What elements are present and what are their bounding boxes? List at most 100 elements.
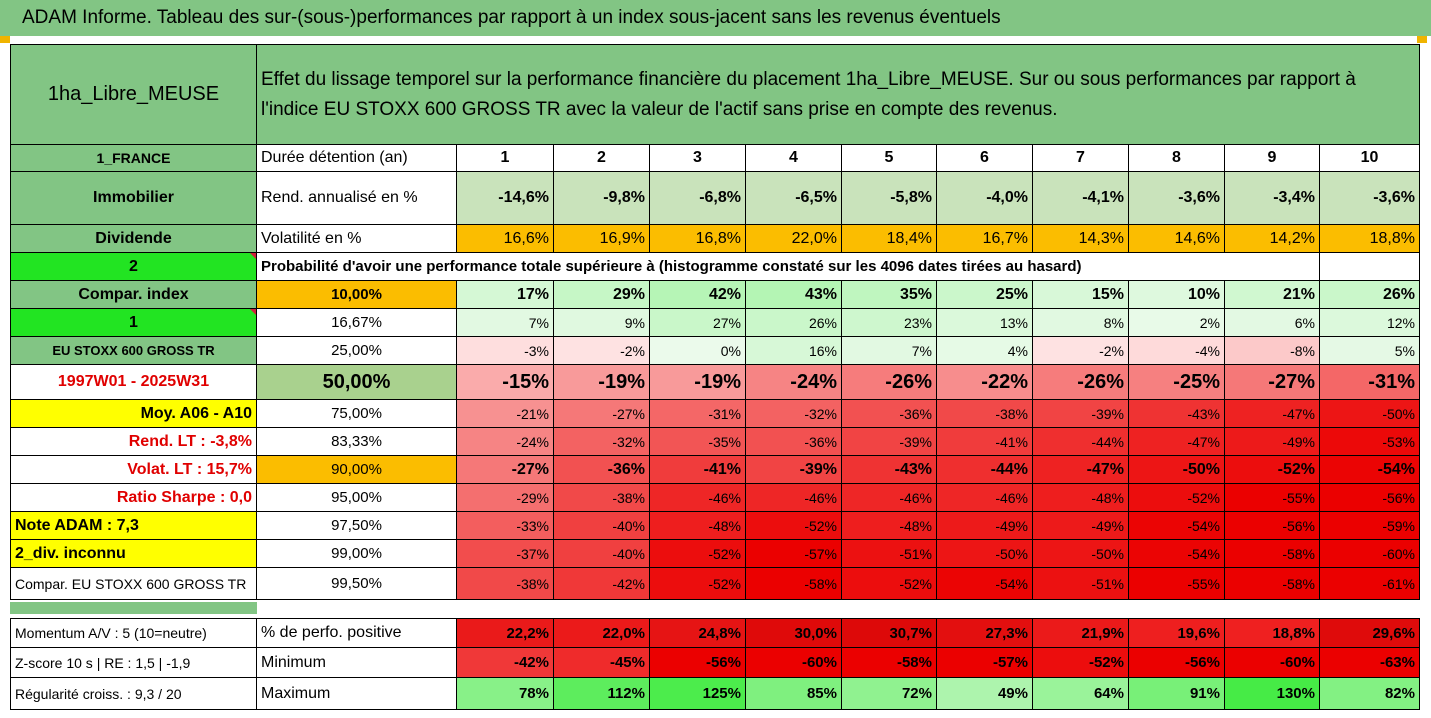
- percentile-label: 95,00%: [257, 484, 457, 512]
- rend-value: -9,8%: [554, 172, 650, 225]
- percentile-value: -8%: [1225, 337, 1320, 365]
- report-title: ADAM Informe. Tableau des sur-(sous-)per…: [0, 0, 1431, 36]
- percentile-value: -52%: [650, 540, 746, 568]
- max-value: 112%: [554, 678, 650, 710]
- percentile-value: -44%: [937, 456, 1033, 484]
- percentile-value: -54%: [1129, 540, 1225, 568]
- percentile-label: 50,00%: [257, 365, 457, 400]
- percentile-value: -47%: [1129, 428, 1225, 456]
- min-value: -57%: [937, 648, 1033, 678]
- percentile-value: 26%: [746, 309, 842, 337]
- min-value: -52%: [1033, 648, 1129, 678]
- percentile-label: 97,50%: [257, 512, 457, 540]
- pos-value: 21,9%: [1033, 618, 1129, 648]
- rend-value: -14,6%: [457, 172, 554, 225]
- percentile-value: -51%: [842, 540, 937, 568]
- corner-marker-left: [0, 36, 10, 43]
- description-line-2: l'indice EU STOXX 600 GROSS TR avec la v…: [261, 99, 1058, 120]
- percentile-value: -31%: [1320, 365, 1420, 400]
- percentile-value: -48%: [650, 512, 746, 540]
- rend-label: Rend. annualisé en %: [257, 172, 457, 225]
- percentile-value: -46%: [937, 484, 1033, 512]
- percentile-value: -26%: [1033, 365, 1129, 400]
- percentile-value: -39%: [1033, 400, 1129, 428]
- percentile-label: 83,33%: [257, 428, 457, 456]
- pos-value: 30,7%: [842, 618, 937, 648]
- percentile-value: 2%: [1129, 309, 1225, 337]
- vol-value: 16,7%: [937, 225, 1033, 253]
- percentile-value: 13%: [937, 309, 1033, 337]
- percentile-value: -31%: [650, 400, 746, 428]
- percentile-value: -52%: [746, 512, 842, 540]
- pos-label: % de perfo. positive: [257, 618, 457, 648]
- percentile-value: -56%: [1320, 484, 1420, 512]
- min-label: Minimum: [257, 648, 457, 678]
- income-cell: Dividende: [10, 225, 257, 253]
- percentile-value: -42%: [554, 568, 650, 600]
- percentile-value: -26%: [842, 365, 937, 400]
- percentile-value: 29%: [554, 281, 650, 309]
- percentile-value: 25%: [937, 281, 1033, 309]
- rend-value: -6,5%: [746, 172, 842, 225]
- empty-cell: [1320, 253, 1420, 281]
- percentile-value: -41%: [650, 456, 746, 484]
- percentile-value: 4%: [937, 337, 1033, 365]
- percentile-value: -58%: [1225, 540, 1320, 568]
- max-value: 78%: [457, 678, 554, 710]
- percentile-value: -2%: [1033, 337, 1129, 365]
- note-cell: Note ADAM : 7,3: [10, 512, 257, 540]
- percentile-value: -54%: [1129, 512, 1225, 540]
- percentile-value: 42%: [650, 281, 746, 309]
- min-value: -60%: [1225, 648, 1320, 678]
- rend-value: -4,0%: [937, 172, 1033, 225]
- percentile-value: -53%: [1320, 428, 1420, 456]
- percentile-value: 0%: [650, 337, 746, 365]
- percentile-value: 17%: [457, 281, 554, 309]
- comment-marker: [250, 253, 256, 259]
- vol-value: 22,0%: [746, 225, 842, 253]
- percentile-value: -22%: [937, 365, 1033, 400]
- percentile-value: -24%: [746, 365, 842, 400]
- percentile-value: -21%: [457, 400, 554, 428]
- percentile-value: 10%: [1129, 281, 1225, 309]
- percentile-value: -43%: [842, 456, 937, 484]
- max-value: 91%: [1129, 678, 1225, 710]
- max-label: Maximum: [257, 678, 457, 710]
- moy-cell: Moy. A06 - A10: [10, 400, 257, 428]
- corner-marker-right: [1417, 36, 1427, 43]
- percentile-value: -60%: [1320, 540, 1420, 568]
- percentile-label: 16,67%: [257, 309, 457, 337]
- percentile-value: -36%: [746, 428, 842, 456]
- percentile-value: -44%: [1033, 428, 1129, 456]
- percentile-value: -49%: [1225, 428, 1320, 456]
- percentile-value: -3%: [457, 337, 554, 365]
- percentile-value: -43%: [1129, 400, 1225, 428]
- year-header: 8: [1129, 145, 1225, 172]
- percentile-value: 9%: [554, 309, 650, 337]
- percentile-value: -46%: [842, 484, 937, 512]
- rend-value: -3,6%: [1129, 172, 1225, 225]
- compar-index-cell: Compar. index: [10, 281, 257, 309]
- pos-value: 30,0%: [746, 618, 842, 648]
- regularite-cell: Régularité croiss. : 9,3 / 20: [10, 678, 257, 710]
- percentile-value: -50%: [937, 540, 1033, 568]
- percentile-label: 75,00%: [257, 400, 457, 428]
- percentile-value: 8%: [1033, 309, 1129, 337]
- year-header: 2: [554, 145, 650, 172]
- code-cell: 2: [10, 253, 257, 281]
- year-header: 6: [937, 145, 1033, 172]
- vol-value: 14,2%: [1225, 225, 1320, 253]
- percentile-value: -47%: [1033, 456, 1129, 484]
- percentile-value: -48%: [842, 512, 937, 540]
- duration-label: Durée détention (an): [257, 145, 457, 172]
- percentile-value: -55%: [1225, 484, 1320, 512]
- percentile-value: 21%: [1225, 281, 1320, 309]
- percentile-value: -41%: [937, 428, 1033, 456]
- vol-value: 14,3%: [1033, 225, 1129, 253]
- max-value: 125%: [650, 678, 746, 710]
- percentile-value: -48%: [1033, 484, 1129, 512]
- vol-value: 18,4%: [842, 225, 937, 253]
- percentile-value: 5%: [1320, 337, 1420, 365]
- pos-value: 24,8%: [650, 618, 746, 648]
- percentile-value: -52%: [650, 568, 746, 600]
